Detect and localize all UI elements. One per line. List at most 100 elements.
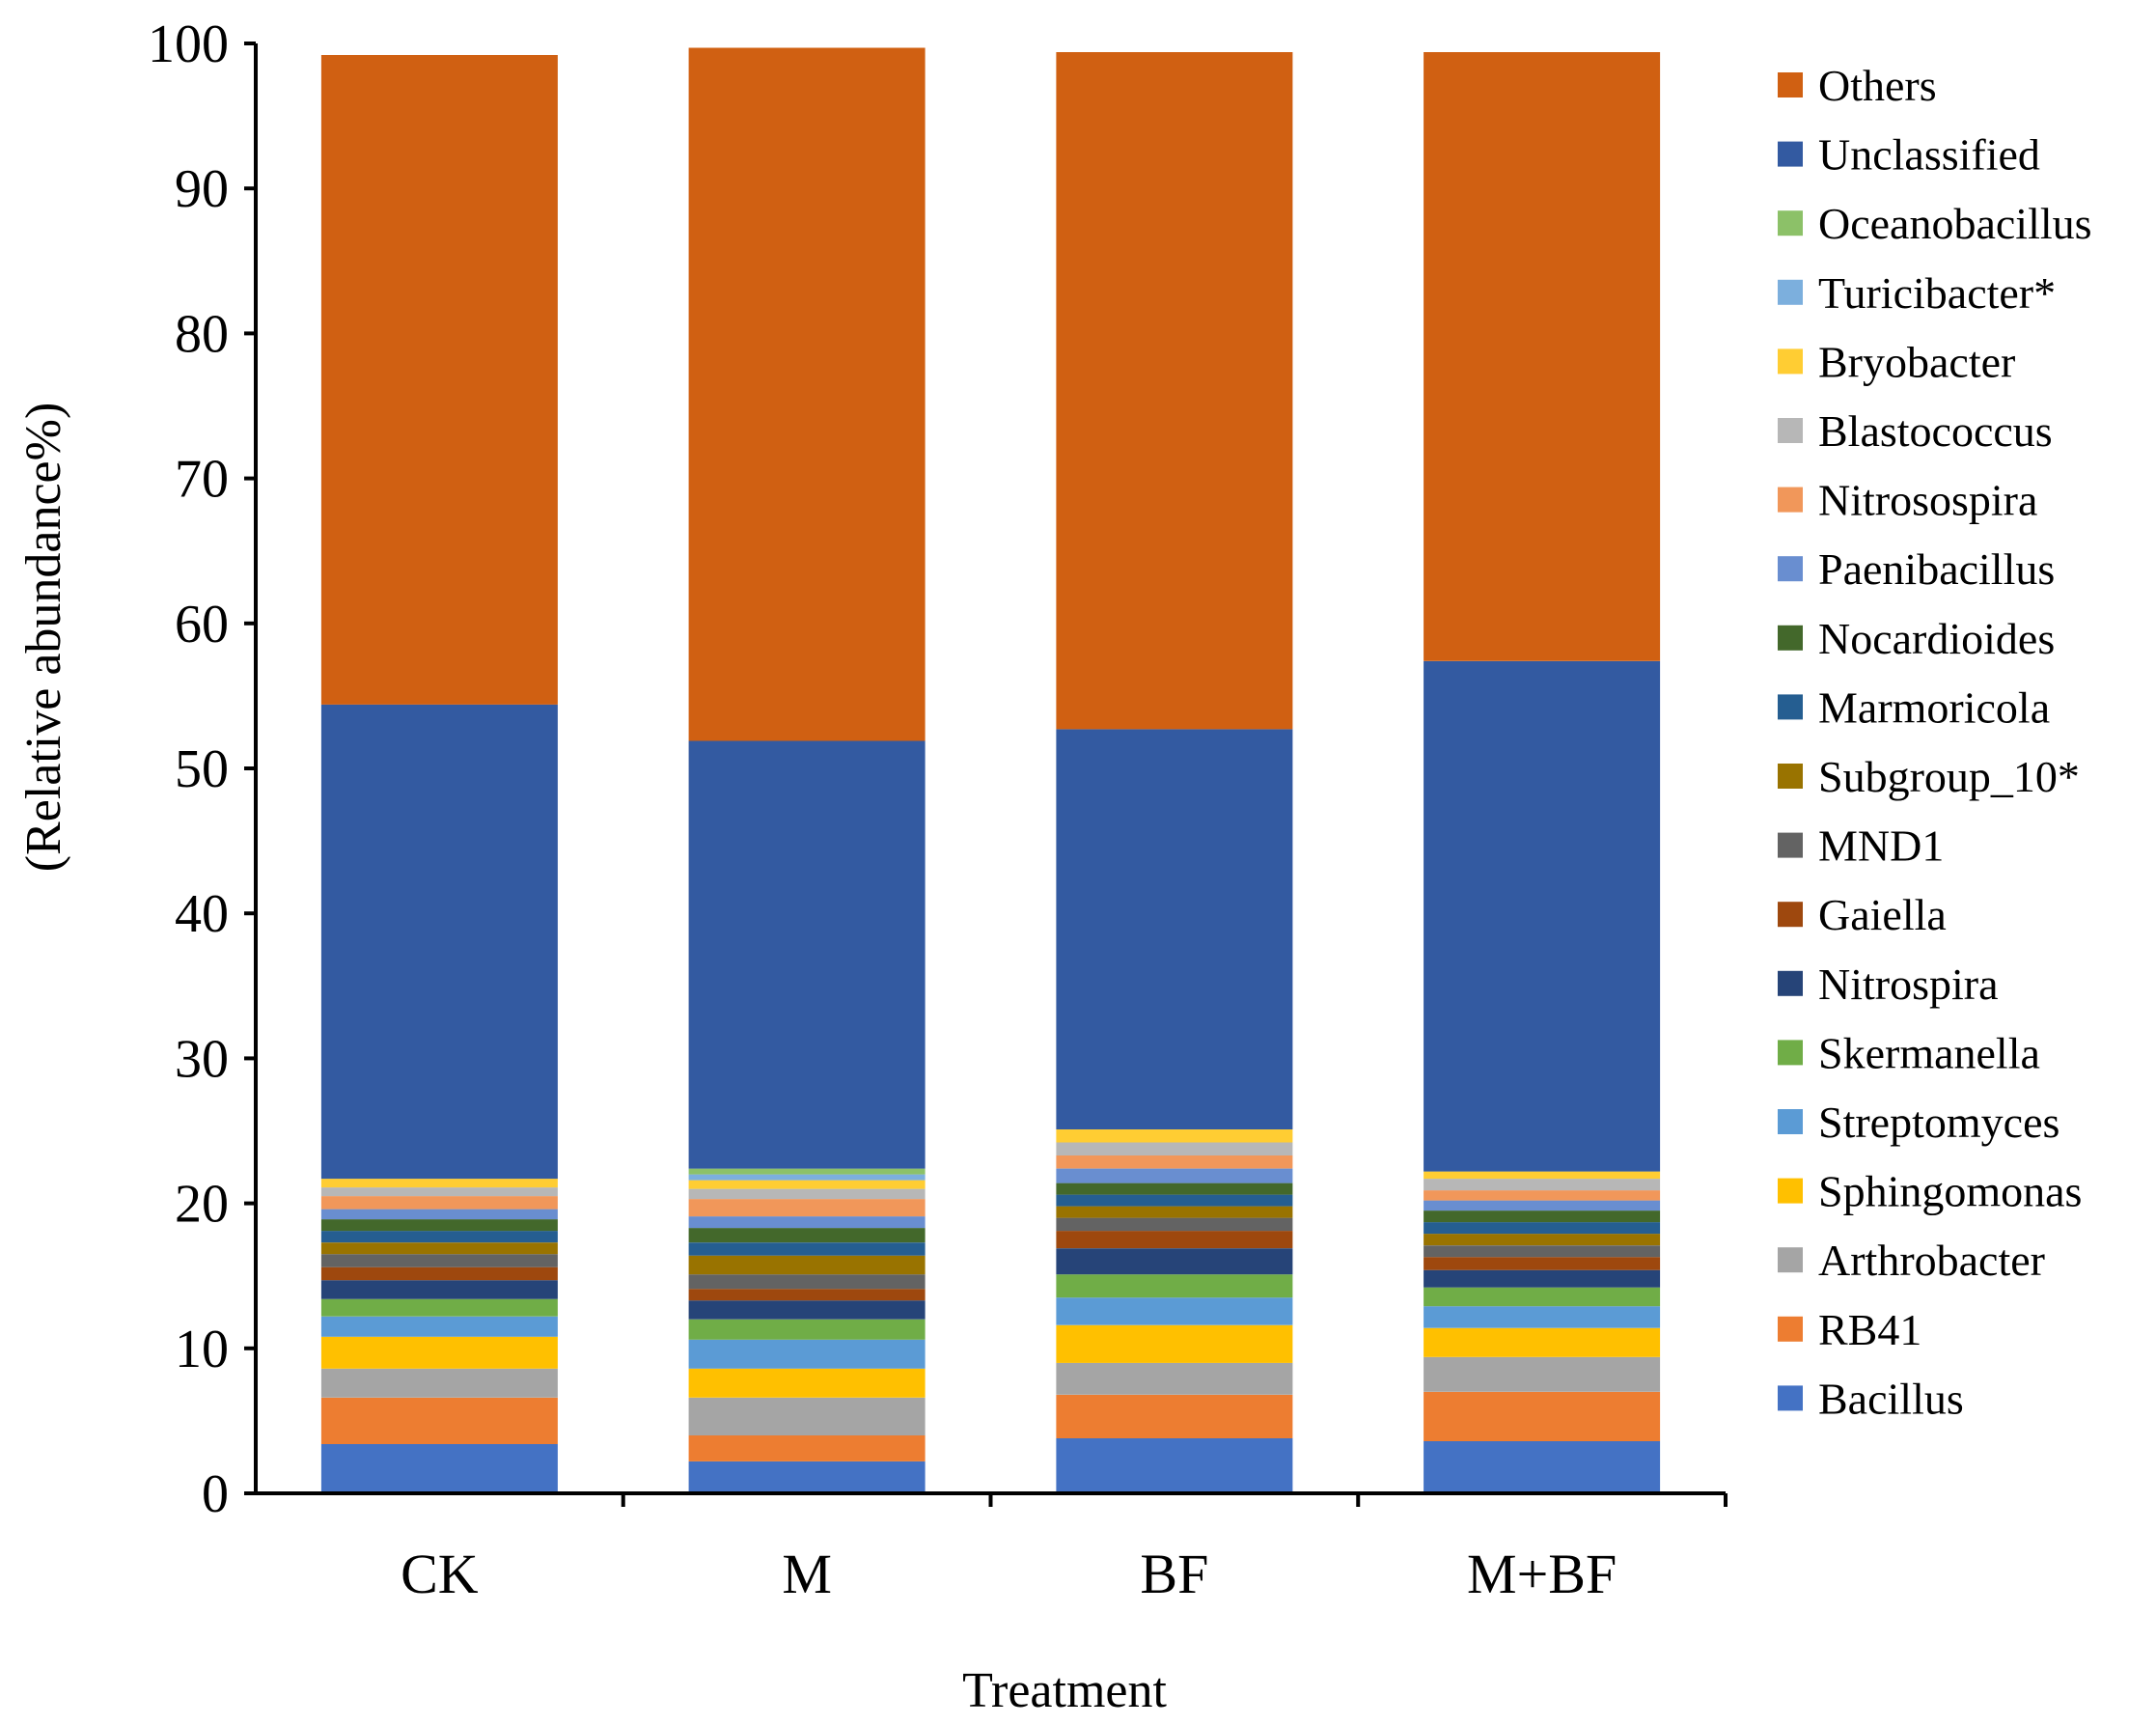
bar-segment-m-bf-rb41 [1424,1391,1661,1441]
bar-segment-bf-marmoricola [1056,1194,1293,1207]
x-category-label: M+BF [1467,1543,1617,1605]
legend-swatch [1778,625,1803,651]
bar-segment-m-nitrosospira [688,1199,926,1217]
legend-swatch [1778,832,1803,858]
legend-label: MND1 [1818,821,1944,871]
bar-segment-m-bf-bryobacter [1424,1171,1661,1180]
bar-segment-m-bf-subgroup-10- [1424,1234,1661,1246]
bar-segment-ck-nocardioides [320,1219,558,1232]
bar-segment-m-arthrobacter [688,1397,926,1435]
bar-segment-bf-bacillus [1056,1437,1293,1493]
y-tick-label: 70 [175,450,229,510]
legend-swatch [1778,1109,1803,1134]
legend-label: Nitrosospira [1818,476,2037,525]
y-tick-label: 20 [175,1175,229,1235]
legend-label: Paenibacillus [1818,544,2055,594]
bar-segment-ck-sphingomonas [320,1336,558,1369]
bar-segment-bf-sphingomonas [1056,1324,1293,1363]
x-category-labels: CK M BF M+BF [401,1543,1617,1605]
bar-segment-m-bf-others [1424,52,1661,661]
legend-swatch [1778,348,1803,375]
bar-segment-bf-subgroup-10- [1056,1206,1293,1218]
bar-segment-m-subgroup-10- [688,1255,926,1275]
bar-segment-m-bf-gaiella [1424,1257,1661,1270]
bar-segment-m-bf-streptomyces [1424,1306,1661,1328]
bar-segment-m-bf-nitrospira [1424,1269,1661,1288]
legend-label: Marmoricola [1818,682,2050,732]
y-tick-labels: 0 10 20 30 40 50 60 70 80 90 100 [148,14,229,1524]
bar-segment-ck-gaiella [320,1266,558,1281]
bar-segment-m-bf-sphingomonas [1424,1327,1661,1357]
bar-segment-bf-bryobacter [1056,1129,1293,1143]
bar-segment-m-bf-unclassified [1424,660,1661,1172]
bar-segment-bf-blastococcus [1056,1142,1293,1155]
legend-swatch [1778,694,1803,720]
legend-label: Subgroup_10* [1818,752,2080,801]
bar-segment-bf-nocardioides [1056,1182,1293,1195]
legend-label: Turicibacter* [1818,268,2056,318]
bar-segment-m-unclassified [688,740,926,1169]
legend-swatch [1778,72,1803,97]
legend: Others Unclassified Oceanobacillus Turiciba… [1778,61,2092,1423]
y-axis-title: (Relative abundance%) [16,403,71,873]
bar-segment-bf-others [1056,52,1293,730]
bar-segment-m-marmoricola [688,1242,926,1256]
bar-segment-ck-nitrospira [320,1280,558,1299]
bar-segment-ck-unclassified [320,704,558,1180]
bar-segment-m-gaiella [688,1289,926,1301]
legend-swatch [1778,487,1803,513]
legend-label: Others [1818,61,1937,110]
bar-segment-bf-nitrosospira [1056,1155,1293,1169]
bar-segment-m-bf-arthrobacter [1424,1356,1661,1392]
bar-segment-m-bacillus [688,1461,926,1493]
bar-segment-m-bf-paenibacillus [1424,1200,1661,1211]
legend-swatch [1778,1040,1803,1066]
bar-segment-bf-arthrobacter [1056,1362,1293,1395]
x-category-label: M [782,1543,832,1605]
bar-segment-ck-rb41 [320,1397,558,1444]
legend-swatch [1778,556,1803,582]
bar-segment-ck-skermanella [320,1298,558,1317]
bar-segment-bf-paenibacillus [1056,1168,1293,1183]
bar-segment-m-bf-nocardioides [1424,1210,1661,1223]
bar-segment-bf-gaiella [1056,1231,1293,1249]
legend-label: Bacillus [1818,1374,1964,1423]
y-tick-label: 30 [175,1029,229,1089]
y-tick-label: 50 [175,739,229,799]
legend-label: Nocardioides [1818,614,2055,663]
bar-segment-m-nitrospira [688,1300,926,1320]
bar-segment-m-oceanobacillus [688,1168,926,1175]
bar-segment-ck-bryobacter [320,1179,558,1188]
bar-segment-ck-marmoricola [320,1231,558,1243]
legend-label: Gaiella [1818,890,1947,939]
bars-group [320,47,1661,1493]
legend-label: RB41 [1818,1305,1921,1354]
bar-segment-bf-rb41 [1056,1394,1293,1438]
y-tick-label: 80 [175,304,229,364]
bar-segment-bf-skermanella [1056,1274,1293,1298]
bar-segment-ck-others [320,55,558,705]
bar-segment-bf-mnd1 [1056,1217,1293,1232]
bar-segment-m-bf-nitrosospira [1424,1190,1661,1201]
bar-segment-bf-unclassified [1056,729,1293,1129]
bar-segment-ck-bacillus [320,1443,558,1493]
legend-swatch [1778,418,1803,443]
legend-swatch [1778,764,1803,789]
bar-segment-m-bf-bacillus [1424,1440,1661,1493]
bar-segment-ck-arthrobacter [320,1368,558,1398]
legend-swatch [1778,210,1803,236]
x-category-label: CK [401,1543,479,1605]
bar-segment-m-rb41 [688,1434,926,1461]
legend-label: Nitrospira [1818,960,1999,1009]
bar-segment-ck-paenibacillus [320,1209,558,1220]
bar-segment-ck-streptomyces [320,1316,558,1337]
bar-segment-m-bf-skermanella [1424,1287,1661,1307]
y-tick-label: 90 [175,159,229,219]
bar-segment-bf-streptomyces [1056,1297,1293,1325]
bar-segment-m-turicibacter- [688,1174,926,1181]
bar-segment-m-skermanella [688,1319,926,1340]
y-tick-label: 0 [202,1464,229,1524]
legend-label: Arthrobacter [1818,1236,2045,1285]
bar-segment-m-nocardioides [688,1228,926,1243]
